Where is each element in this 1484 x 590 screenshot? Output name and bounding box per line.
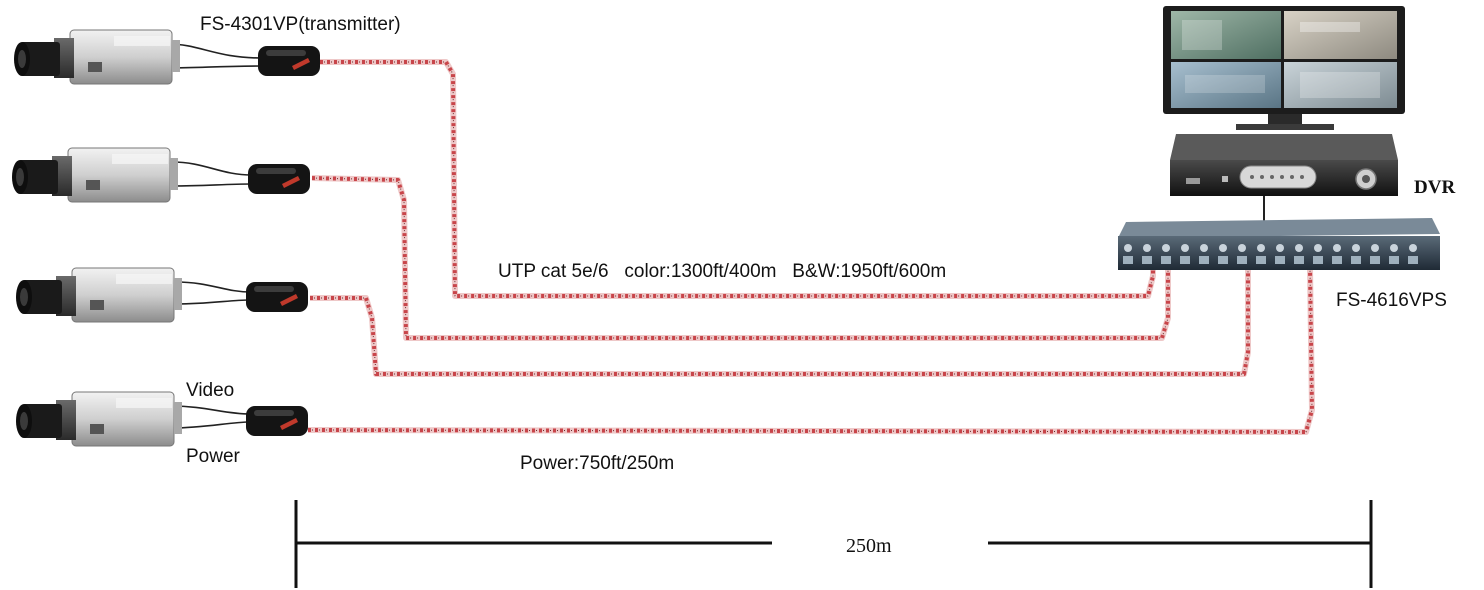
camera-2-icon <box>12 147 178 203</box>
transmitter-label: FS-4301VP(transmitter) <box>200 14 401 35</box>
cable-2 <box>311 175 1171 341</box>
monitor-icon <box>1163 6 1405 130</box>
dvr-label: DVR <box>1414 177 1455 198</box>
cable-1 <box>320 59 1156 299</box>
cameras <box>12 29 182 447</box>
balun-4-icon <box>246 406 308 436</box>
cable-3 <box>310 268 1251 377</box>
balun-1-icon <box>258 46 320 76</box>
video-label: Video <box>186 380 234 401</box>
cable-spec-label: UTP cat 5e/6 color:1300ft/400m B&W:1950f… <box>498 261 946 282</box>
power-label: Power <box>186 446 241 467</box>
camera-wires <box>167 43 263 429</box>
camera-4-icon <box>16 391 182 447</box>
balun-3-icon <box>246 282 308 312</box>
camera-3-icon <box>16 267 182 323</box>
distance-label: 250m <box>846 535 892 557</box>
cable-4 <box>307 267 1315 435</box>
transmitters <box>246 46 320 436</box>
dvr-icon <box>1170 134 1398 196</box>
balun-2-icon <box>248 164 310 194</box>
receiver-label: FS-4616VPS <box>1336 290 1447 311</box>
utp-cables <box>307 59 1315 435</box>
receiver-rack-icon <box>1118 218 1440 270</box>
camera-1-icon <box>14 29 180 85</box>
power-spec-label: Power:750ft/250m <box>520 453 674 474</box>
distance-scale <box>294 500 1373 588</box>
